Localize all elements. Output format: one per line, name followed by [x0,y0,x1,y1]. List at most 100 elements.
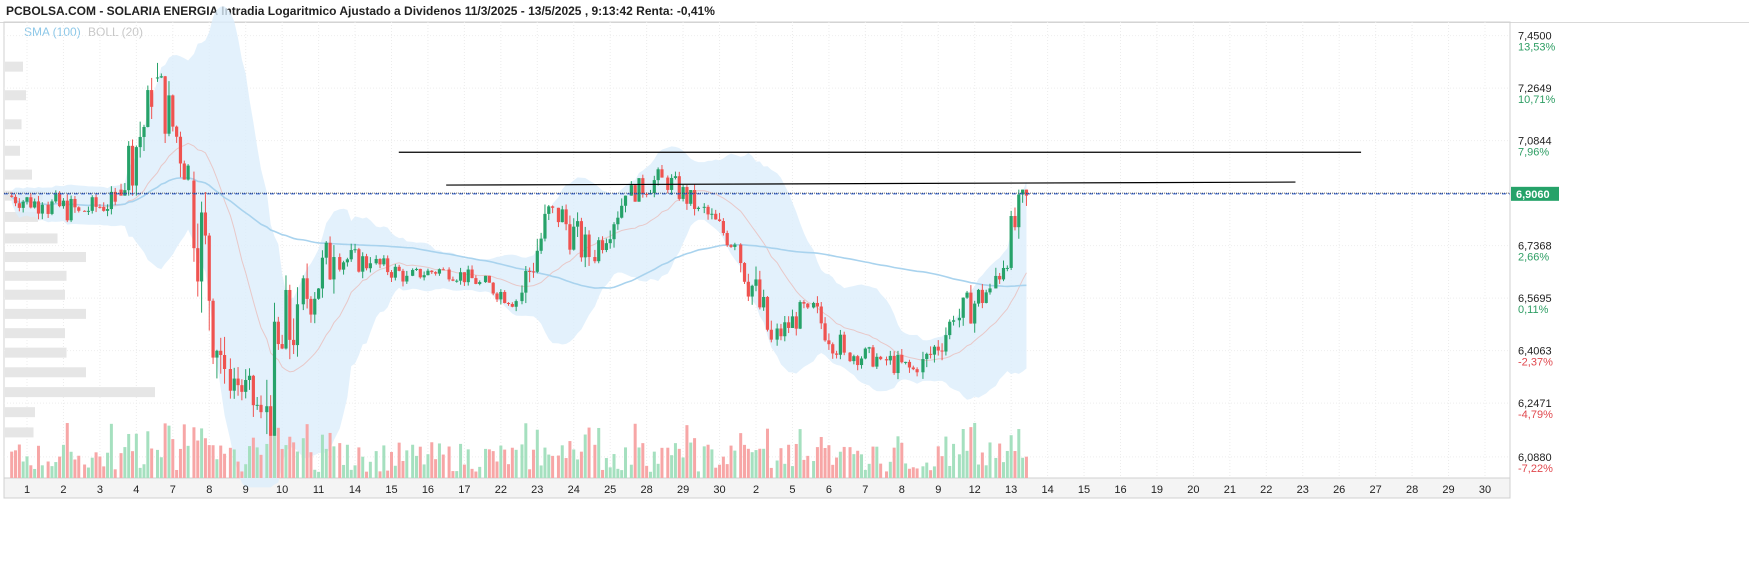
volume-bar [743,444,747,478]
overlay-lines [4,151,1510,195]
candle-body [272,321,277,436]
volume-bar [77,455,81,478]
volume-bar [418,446,422,478]
candle-body [345,259,349,263]
volume-bar [835,457,839,478]
candle-body [871,347,875,367]
volume-bar [478,466,482,478]
volume-bar [612,454,616,478]
volume-bar [710,449,714,478]
volume-bar [434,459,438,478]
candle-body [495,293,499,300]
candle-body [717,219,722,222]
volume-bar [875,446,879,478]
candle-body [842,334,846,353]
volume-bar [86,467,90,478]
volume-bar [46,461,50,478]
candle-body [94,197,98,207]
volume-bar [721,456,725,478]
volume-bar [648,471,652,478]
volume-bar [863,469,867,478]
candle-body [426,270,430,276]
x-tick-label: 29 [1442,484,1454,496]
volume-bar [583,434,587,478]
x-tick-label: 4 [133,484,139,496]
volume-bar [528,469,532,478]
candle-body [848,352,852,362]
candle-body [677,176,681,199]
volume-bar [119,453,123,478]
volume-bar [94,452,98,478]
volume-bar [142,464,146,478]
volume-bar [295,451,299,478]
volume-bar [328,432,332,478]
candles [10,62,1029,436]
volume-bar [758,448,762,478]
volume-bar [155,449,159,478]
candle-body [779,328,783,337]
volume-bar [437,443,441,478]
y-tick-percent: -2,37% [1518,357,1553,369]
candle-body [186,165,190,180]
volume-bar [276,427,280,478]
volume-bar [608,467,612,478]
volume-bar [223,453,227,478]
candle-body [575,221,580,227]
candle-body [834,353,839,355]
candle-body [787,322,791,328]
candle-body [769,329,773,340]
x-tick-label: 2 [60,484,66,496]
x-tick-label: 19 [1151,484,1163,496]
volume-bar [1009,435,1013,478]
x-tick-label: 28 [641,484,653,496]
volume-bar [998,443,1002,478]
candle-body [236,378,240,386]
volume-bar [984,465,988,478]
volume-bar [127,433,131,478]
candle-body [706,206,710,215]
volume-bar [374,451,378,478]
candle-body [313,298,317,315]
candle-body [474,278,478,284]
candle-body [397,266,401,271]
candle-body [637,178,641,202]
candle-body [150,90,154,107]
candle-body [556,207,561,223]
volume-bar [848,447,852,478]
volume-bar [29,465,33,478]
candle-body [936,346,940,351]
volume-bar [292,442,296,478]
legend-boll[interactable]: BOLL (20) [88,25,143,39]
volume-bar [1021,457,1025,478]
volume-bar [900,442,904,478]
candle-body [823,323,827,341]
y-tick-percent: -7,22% [1518,463,1553,475]
volume-bar [794,443,798,478]
volume-bar [787,444,791,478]
volume-bar [21,461,25,478]
legend-sma[interactable]: SMA (100) [24,25,81,39]
volume-bar [192,427,196,478]
candle-body [357,249,361,272]
volume-bar [405,450,409,478]
volume-bar [641,443,645,478]
volume-bar [601,469,605,478]
profile-bar [5,387,155,398]
volume-bar [288,436,292,478]
candle-body [36,201,41,214]
candle-body [341,262,346,270]
candle-body [466,269,470,283]
candle-body [608,239,612,244]
volume-bar [33,468,37,478]
candle-body [441,269,445,271]
volume-bar [921,466,925,478]
y-tick-label: 6,0880 [1518,452,1552,464]
candle-body [437,269,442,274]
x-tick-label: 24 [568,484,580,496]
volume-bars [10,422,1028,478]
candle-body [597,240,601,262]
candle-body [742,263,747,282]
candle-body [483,275,488,283]
candle-body [251,375,255,406]
